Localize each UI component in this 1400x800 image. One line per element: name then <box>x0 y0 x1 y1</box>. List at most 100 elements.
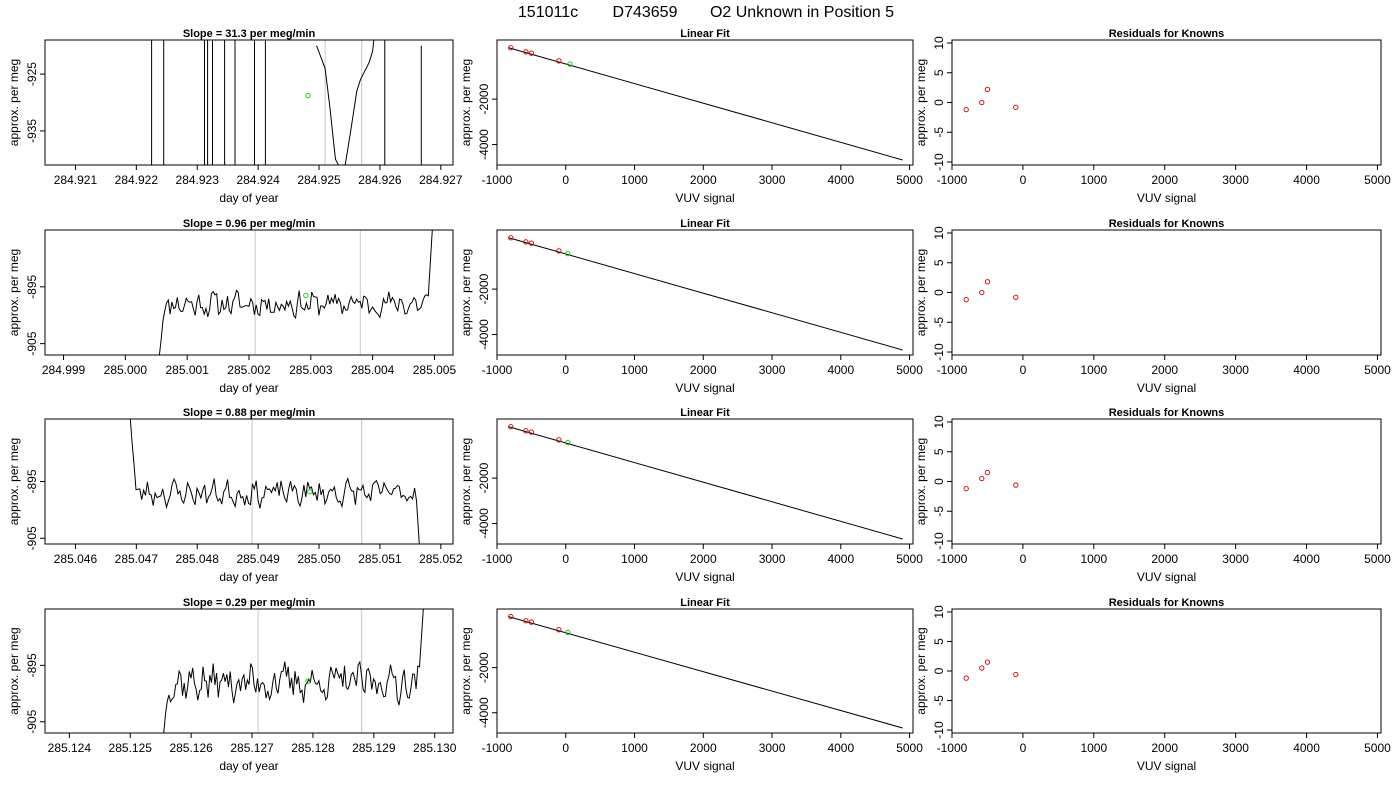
panel-2-1-y-tick-label-0: -2000 <box>477 462 491 493</box>
panel-0-1-title: Linear Fit <box>680 28 730 40</box>
panel-3-0-x-tick-label-1: 285.125 <box>109 741 153 755</box>
panel-3-1-y-tick-label-1: -4000 <box>477 697 491 728</box>
panel-0-1-known-point-0 <box>508 45 514 51</box>
figure-title-run-id: 151011c <box>518 4 578 21</box>
panel-3-1-x-tick-label-6: 5000 <box>896 741 923 755</box>
panel-0-2-known-point-3 <box>1013 104 1019 110</box>
panel-3-0-unknown-point-0 <box>305 678 311 684</box>
panel-2-1-x-tick-label-3: 2000 <box>690 552 717 566</box>
panel-0-1-x-tick-label-0: -1000 <box>482 173 513 187</box>
panel-1-0-title: Slope = 0.96 per meg/min <box>183 218 316 230</box>
panel-3-0-x-tick-label-2: 285.126 <box>169 741 213 755</box>
panel-2-2-x-tick-label-4: 3000 <box>1222 552 1249 566</box>
panel-1-0-x-tick-label-3: 285.002 <box>227 363 271 377</box>
panel-1-1-x-tick-label-5: 4000 <box>827 363 854 377</box>
panel-1-1-y-tick-label-1: -4000 <box>477 319 491 350</box>
panel-1-2-known-point-0 <box>963 296 969 303</box>
panel-2-2-y-tick-label-0: 10 <box>932 415 946 429</box>
panel-1-2-y-tick-label-0: 10 <box>932 226 946 240</box>
panel-0-0-data <box>151 40 422 165</box>
panel-3-2-y-tick-label-3: -5 <box>932 695 946 706</box>
panel-1-2-x-tick-label-6: 5000 <box>1364 363 1391 377</box>
panel-3-0-y-tick-label-0: -895 <box>25 653 39 677</box>
panel-2-1-x-tick-label-2: 1000 <box>621 552 648 566</box>
panel-0-1-y-tick-label-1: -4000 <box>477 129 491 160</box>
panel-3-1-y-tick-label-0: -2000 <box>477 652 491 683</box>
panel-1-0-unknown-point-0 <box>303 292 309 298</box>
panel-2-2-x-tick-label-0: -1000 <box>937 552 968 566</box>
panel-3-2-x-tick-label-4: 3000 <box>1222 741 1249 755</box>
panel-0-2-x-tick-label-4: 3000 <box>1222 173 1249 187</box>
panel-1-2-title: Residuals for Knowns <box>1109 218 1225 230</box>
panel-1-2-y-tick-label-2: 0 <box>932 289 946 296</box>
panel-2-0-data <box>127 419 420 544</box>
panel-3-0-trace <box>161 609 424 733</box>
panel-2-2-x-label: VUV signal <box>1137 570 1196 584</box>
panel-3-2-y-tick-label-2: 0 <box>932 667 946 674</box>
panel-3-0-y-label: approx. per meg <box>7 627 21 714</box>
panel-2-1-fit-line <box>508 426 903 540</box>
panel-0-0-x-tick-label-4: 284.925 <box>297 173 341 187</box>
panel-3-2-x-tick-label-3: 2000 <box>1151 741 1178 755</box>
panel-0-2-x-tick-label-3: 2000 <box>1151 173 1178 187</box>
panel-3-0-x-tick-label-6: 285.130 <box>413 741 457 755</box>
panel-3-0-y-tick-label-1: -905 <box>25 709 39 733</box>
panel-1-0-y-tick-label-1: -905 <box>25 331 39 355</box>
panel-1-0-x-tick-label-6: 285.005 <box>413 363 457 377</box>
panel-3-1-known-point-1 <box>523 618 529 624</box>
panel-3-2-x-tick-label-0: -1000 <box>937 741 968 755</box>
panel-1-1-x-tick-label-6: 5000 <box>896 363 923 377</box>
panel-2-1-known-point-1 <box>523 428 529 434</box>
panel-3-2-x-tick-label-6: 5000 <box>1364 741 1391 755</box>
panel-3-2-y-tick-label-1: 5 <box>932 638 946 645</box>
panel-3-1-x-tick-label-5: 4000 <box>827 741 854 755</box>
panel-2-2-x-tick-label-2: 1000 <box>1080 552 1107 566</box>
panel-0-0-x-tick-label-2: 284.923 <box>176 173 220 187</box>
panel-3-0-x-tick-label-4: 285.128 <box>291 741 335 755</box>
panel-1-1-known-point-0 <box>508 235 514 241</box>
panel-3-0-x-tick-label-0: 285.124 <box>48 741 92 755</box>
panel-0-2-data <box>963 86 1019 113</box>
panel-0-1-y-label: approx. per meg <box>459 59 473 146</box>
panel-0-1-x-tick-label-6: 5000 <box>896 173 923 187</box>
panel-3-2-y-tick-label-0: 10 <box>932 605 946 619</box>
panel-0-1-x-tick-label-1: 0 <box>562 173 569 187</box>
panel-0-2-known-point-2 <box>984 86 991 93</box>
panel-1-2-y-label: approx. per meg <box>914 249 928 336</box>
panel-3-0-x-tick-label-5: 285.129 <box>352 741 396 755</box>
panel-2-0-unknown-point-0 <box>307 489 313 495</box>
panel-1-0-x-label: day of year <box>219 381 278 395</box>
panel-2-2-frame <box>951 418 1382 545</box>
panel-0-2-x-tick-label-0: -1000 <box>937 173 968 187</box>
panel-1-2-x-tick-label-2: 1000 <box>1080 363 1107 377</box>
panel-3-2-known-point-1 <box>979 665 985 671</box>
panel-3-1-x-tick-label-4: 3000 <box>759 741 786 755</box>
panel-3-1-x-tick-label-2: 1000 <box>621 741 648 755</box>
panel-1-2-y-tick-label-1: 5 <box>932 259 946 266</box>
panel-1-1-known-point-1 <box>523 239 529 245</box>
panel-3-1: Linear Fit -1000 0 1000 2000 3000 4000 5000 -200… <box>459 597 923 773</box>
panel-0-0-x-tick-label-6: 284.927 <box>419 173 463 187</box>
panel-1-1-x-tick-label-1: 0 <box>562 363 569 377</box>
panel-2-2-x-tick-label-5: 4000 <box>1293 552 1320 566</box>
panel-0-0-x-tick-label-5: 284.926 <box>358 173 402 187</box>
panel-0-2-y-tick-label-2: 0 <box>932 99 946 106</box>
panel-1-1-unknown-point-0 <box>565 250 571 257</box>
panel-2-0-x-tick-label-1: 285.047 <box>115 552 159 566</box>
panel-1-1-known-point-2 <box>528 240 535 246</box>
panel-3-2-known-point-3 <box>1013 671 1019 678</box>
panel-2-0-trace <box>127 419 420 544</box>
panel-3-1-known-point-3 <box>556 627 562 633</box>
panel-1-1-x-tick-label-3: 2000 <box>690 363 717 377</box>
panel-3-2-title: Residuals for Knowns <box>1109 597 1225 609</box>
panel-0-1-known-point-3 <box>556 58 562 64</box>
panel-2-1-x-label: VUV signal <box>675 570 734 584</box>
panel-1-2-known-point-3 <box>1013 294 1019 300</box>
panel-1-2-x-tick-label-5: 4000 <box>1293 363 1320 377</box>
panel-3-2-x-tick-label-2: 1000 <box>1080 741 1107 755</box>
panel-2-1-known-point-3 <box>556 437 562 443</box>
panel-2-0: Slope = 0.88 per meg/min 285.046 285.047 28… <box>7 407 463 584</box>
panel-1-2-known-point-1 <box>979 289 985 296</box>
panel-3-2-y-tick-label-4: -10 <box>932 721 946 739</box>
panel-1-1-y-label: approx. per meg <box>459 249 473 336</box>
